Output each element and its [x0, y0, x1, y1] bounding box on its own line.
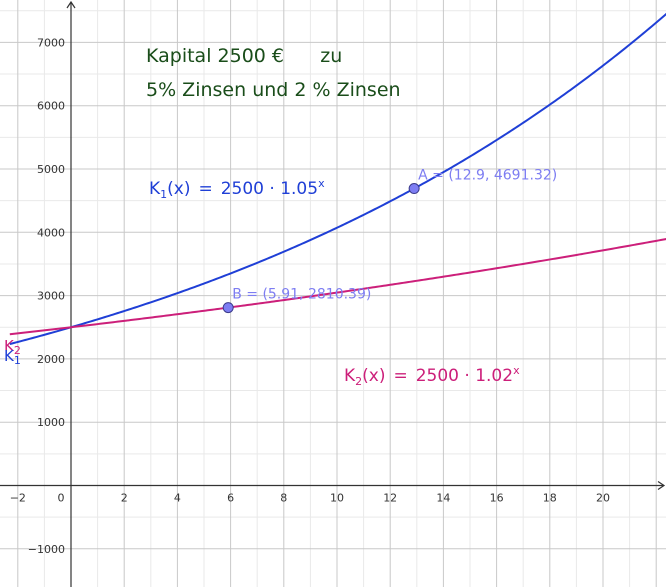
y-tick-label: 6000 — [37, 100, 65, 113]
x-tick-label: 4 — [174, 492, 181, 505]
title-line-1: Kapital 2500 € zu — [146, 45, 342, 67]
formula-k2-sub: 2 — [355, 375, 362, 388]
formula-k2-rhs: 2500 · 1.02 — [416, 366, 513, 386]
formula-k1-exp: x — [318, 177, 325, 190]
x-tick-label: 20 — [596, 492, 610, 505]
series-label-k2-sub: 2 — [14, 344, 21, 357]
tick-labels: −2 2 4 6 8 10 12 14 16 18 20−100010002000300040005… — [10, 36, 610, 555]
x-tick-label: 14 — [436, 492, 450, 505]
y-tick-label: 2000 — [37, 353, 65, 366]
y-tick-label: 7000 — [37, 36, 65, 49]
y-tick-label: 4000 — [37, 226, 65, 239]
series-label-k2-main: K — [4, 337, 15, 355]
y-tick-label: 1000 — [37, 416, 65, 429]
point-label-b: B = (5.91, 2810.39) — [232, 287, 371, 303]
formula-k2-exp: x — [513, 364, 520, 377]
series-label-k1: K1 — [4, 347, 21, 367]
title-line-2: 5% Zinsen und 2 % Zinsen — [146, 79, 401, 101]
formula-k1-arg: (x) — [167, 179, 190, 199]
formula-k1-eq: = — [198, 179, 212, 199]
formula-k2: K2(x) = 2500 · 1.02x — [344, 364, 520, 388]
series-label-k1-sub: 1 — [14, 354, 21, 367]
x-tick-label: −2 — [10, 492, 26, 505]
x-tick-label: 8 — [280, 492, 287, 505]
point-a — [408, 183, 420, 195]
curves — [9, 12, 666, 346]
x-tick-label: 18 — [543, 492, 557, 505]
point-label-a: A = (12.9, 4691.32) — [418, 168, 557, 184]
y-tick-label: −1000 — [28, 543, 65, 556]
x-tick-label: 10 — [330, 492, 344, 505]
x-tick-label: 6 — [227, 492, 234, 505]
formula-k2-lhs: K — [344, 366, 356, 386]
y-tick-label: 3000 — [37, 290, 65, 303]
formula-k2-arg: (x) — [362, 366, 385, 386]
y-tick-label: 5000 — [37, 163, 65, 176]
point-b — [222, 302, 234, 314]
x-tick-label: 12 — [383, 492, 397, 505]
series-label-k1-main: K — [4, 347, 15, 365]
points: A = (12.9, 4691.32) B = (5.91, 2810.39) — [222, 168, 557, 314]
x-tick-label: 16 — [490, 492, 504, 505]
formula-k1-sub: 1 — [160, 188, 167, 201]
x-axis-arrow — [657, 481, 666, 490]
formula-k1-lhs: K — [149, 179, 161, 199]
series-curve-k1 — [9, 12, 666, 346]
formula-k1: K1(x) = 2500 · 1.05x — [149, 177, 325, 201]
series-curve-k2 — [9, 238, 666, 336]
formula-k2-eq: = — [393, 366, 407, 386]
y-axis-arrow — [66, 0, 76, 9]
origin-label: 0 — [58, 492, 65, 505]
series-label-k2: K2 — [4, 337, 21, 357]
x-tick-label: 2 — [121, 492, 128, 505]
formula-k1-rhs: 2500 · 1.05 — [221, 179, 318, 199]
